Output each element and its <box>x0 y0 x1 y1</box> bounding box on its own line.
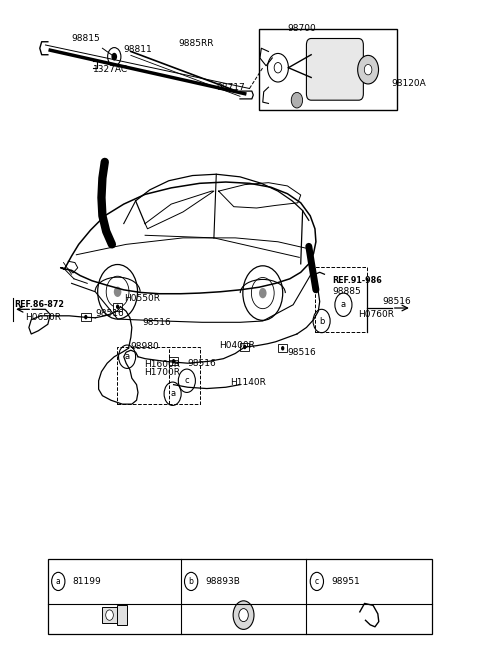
Circle shape <box>116 305 119 309</box>
FancyBboxPatch shape <box>306 39 363 100</box>
Text: 81199: 81199 <box>72 577 101 586</box>
Text: b: b <box>319 316 324 326</box>
Text: 98120A: 98120A <box>392 79 427 88</box>
Bar <box>102 607 117 623</box>
Text: REF.86-872: REF.86-872 <box>14 300 65 309</box>
Text: H1700R: H1700R <box>144 369 180 377</box>
Circle shape <box>233 601 254 629</box>
Text: b: b <box>189 577 193 586</box>
Text: 98980: 98980 <box>130 343 159 352</box>
Circle shape <box>243 345 246 349</box>
Text: 98516: 98516 <box>188 359 216 367</box>
Bar <box>48 559 432 634</box>
Text: H0550R: H0550R <box>124 294 160 303</box>
Text: 98885: 98885 <box>333 288 361 296</box>
Text: REF.91-986: REF.91-986 <box>333 276 382 285</box>
Bar <box>81 313 91 321</box>
Text: 98811: 98811 <box>124 45 153 54</box>
Bar <box>117 605 127 626</box>
Bar <box>169 358 179 365</box>
Text: H1140R: H1140R <box>230 378 266 387</box>
Circle shape <box>172 359 175 364</box>
Text: 98893B: 98893B <box>205 577 240 586</box>
Circle shape <box>106 610 113 620</box>
Bar <box>113 303 122 310</box>
Circle shape <box>108 48 121 66</box>
Bar <box>259 29 396 110</box>
Circle shape <box>291 92 302 108</box>
Text: 98700: 98700 <box>288 24 316 33</box>
Text: 98717: 98717 <box>216 83 245 92</box>
Text: 98516: 98516 <box>383 297 411 306</box>
Circle shape <box>84 315 87 320</box>
Circle shape <box>281 346 284 350</box>
Text: 98516: 98516 <box>143 318 171 327</box>
Text: H0400R: H0400R <box>219 341 254 350</box>
Text: 9885RR: 9885RR <box>179 39 214 48</box>
Text: H1600R: H1600R <box>144 360 180 369</box>
Text: a: a <box>341 300 346 309</box>
Text: 98516: 98516 <box>288 348 316 357</box>
Text: H0760R: H0760R <box>358 310 394 319</box>
Text: c: c <box>315 577 319 586</box>
Text: 98815: 98815 <box>72 34 100 43</box>
Text: a: a <box>170 389 175 398</box>
Circle shape <box>358 56 379 84</box>
Circle shape <box>114 287 121 297</box>
Text: 1327AC: 1327AC <box>93 65 128 73</box>
Text: a: a <box>56 577 60 586</box>
Circle shape <box>111 53 117 60</box>
Text: 98951: 98951 <box>331 577 360 586</box>
Bar <box>240 343 250 351</box>
Circle shape <box>364 64 372 75</box>
Text: a: a <box>124 352 130 361</box>
Text: H0650R: H0650R <box>25 313 61 322</box>
Circle shape <box>259 288 266 298</box>
Circle shape <box>239 608 248 622</box>
Text: c: c <box>184 376 189 385</box>
Text: 98516: 98516 <box>96 309 124 318</box>
Bar <box>278 345 288 352</box>
